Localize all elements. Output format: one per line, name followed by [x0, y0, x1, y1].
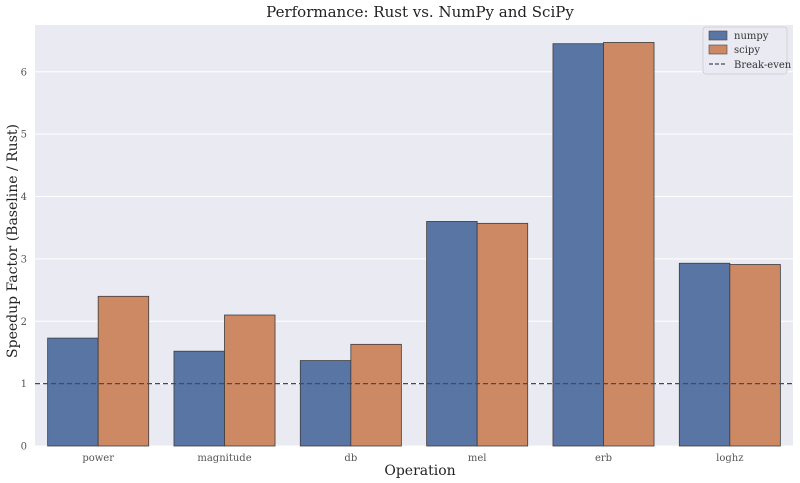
bar-scipy-erb [603, 42, 655, 447]
legend-swatch-numpy [708, 30, 728, 41]
y-tick-label: 4 [21, 192, 27, 203]
plot-background [35, 25, 793, 446]
legend-swatch-scipy [708, 44, 728, 55]
bar-numpy-erb [552, 43, 604, 447]
x-tick-label-db: db [344, 453, 357, 464]
bar-numpy-magnitude [173, 350, 225, 447]
legend: numpy scipy Break-even [702, 26, 792, 75]
x-tick-label-power: power [82, 453, 114, 464]
y-tick-label: 2 [21, 317, 27, 328]
x-axis-label: Operation [384, 463, 455, 479]
x-tick-label-loghz: loghz [716, 453, 743, 464]
bars [47, 42, 781, 447]
legend-label-numpy: numpy [734, 31, 769, 42]
bar-numpy-mel [426, 221, 478, 447]
x-tick-labels: power magnitude db mel erb loghz [82, 453, 743, 464]
bar-scipy-power [97, 295, 150, 447]
chart-title: Performance: Rust vs. NumPy and SciPy [266, 3, 574, 21]
y-tick-label: 1 [21, 379, 27, 390]
legend-label-break-even: Break-even [734, 60, 792, 71]
y-axis-label: Speedup Factor (Baseline / Rust) [5, 124, 21, 358]
x-tick-label-erb: erb [595, 453, 612, 464]
bar-scipy-mel [476, 222, 529, 447]
bar-numpy-power [47, 337, 99, 447]
x-tick-label-mel: mel [468, 453, 487, 464]
bar-scipy-db [350, 343, 402, 447]
y-tick-label: 0 [21, 442, 27, 453]
y-tick-label: 3 [21, 254, 27, 265]
y-tick-label: 6 [21, 67, 27, 78]
bar-numpy-loghz [678, 262, 731, 447]
bar-scipy-loghz [729, 264, 781, 447]
bar-numpy-db [299, 360, 352, 447]
bar-scipy-magnitude [224, 314, 276, 447]
y-tick-label: 5 [21, 130, 27, 141]
x-tick-label-magnitude: magnitude [197, 453, 251, 464]
legend-label-scipy: scipy [734, 45, 760, 56]
y-tick-labels: 0 1 2 3 4 5 6 [21, 67, 27, 452]
